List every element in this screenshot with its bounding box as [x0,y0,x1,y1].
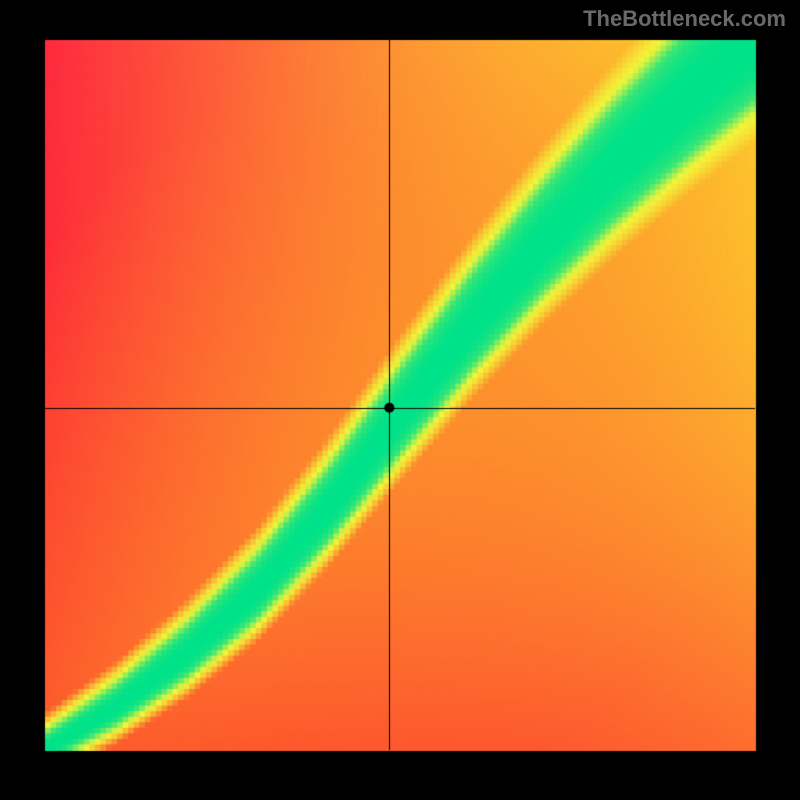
chart-container: TheBottleneck.com [0,0,800,800]
watermark-text: TheBottleneck.com [583,6,786,32]
bottleneck-heatmap [0,0,800,800]
